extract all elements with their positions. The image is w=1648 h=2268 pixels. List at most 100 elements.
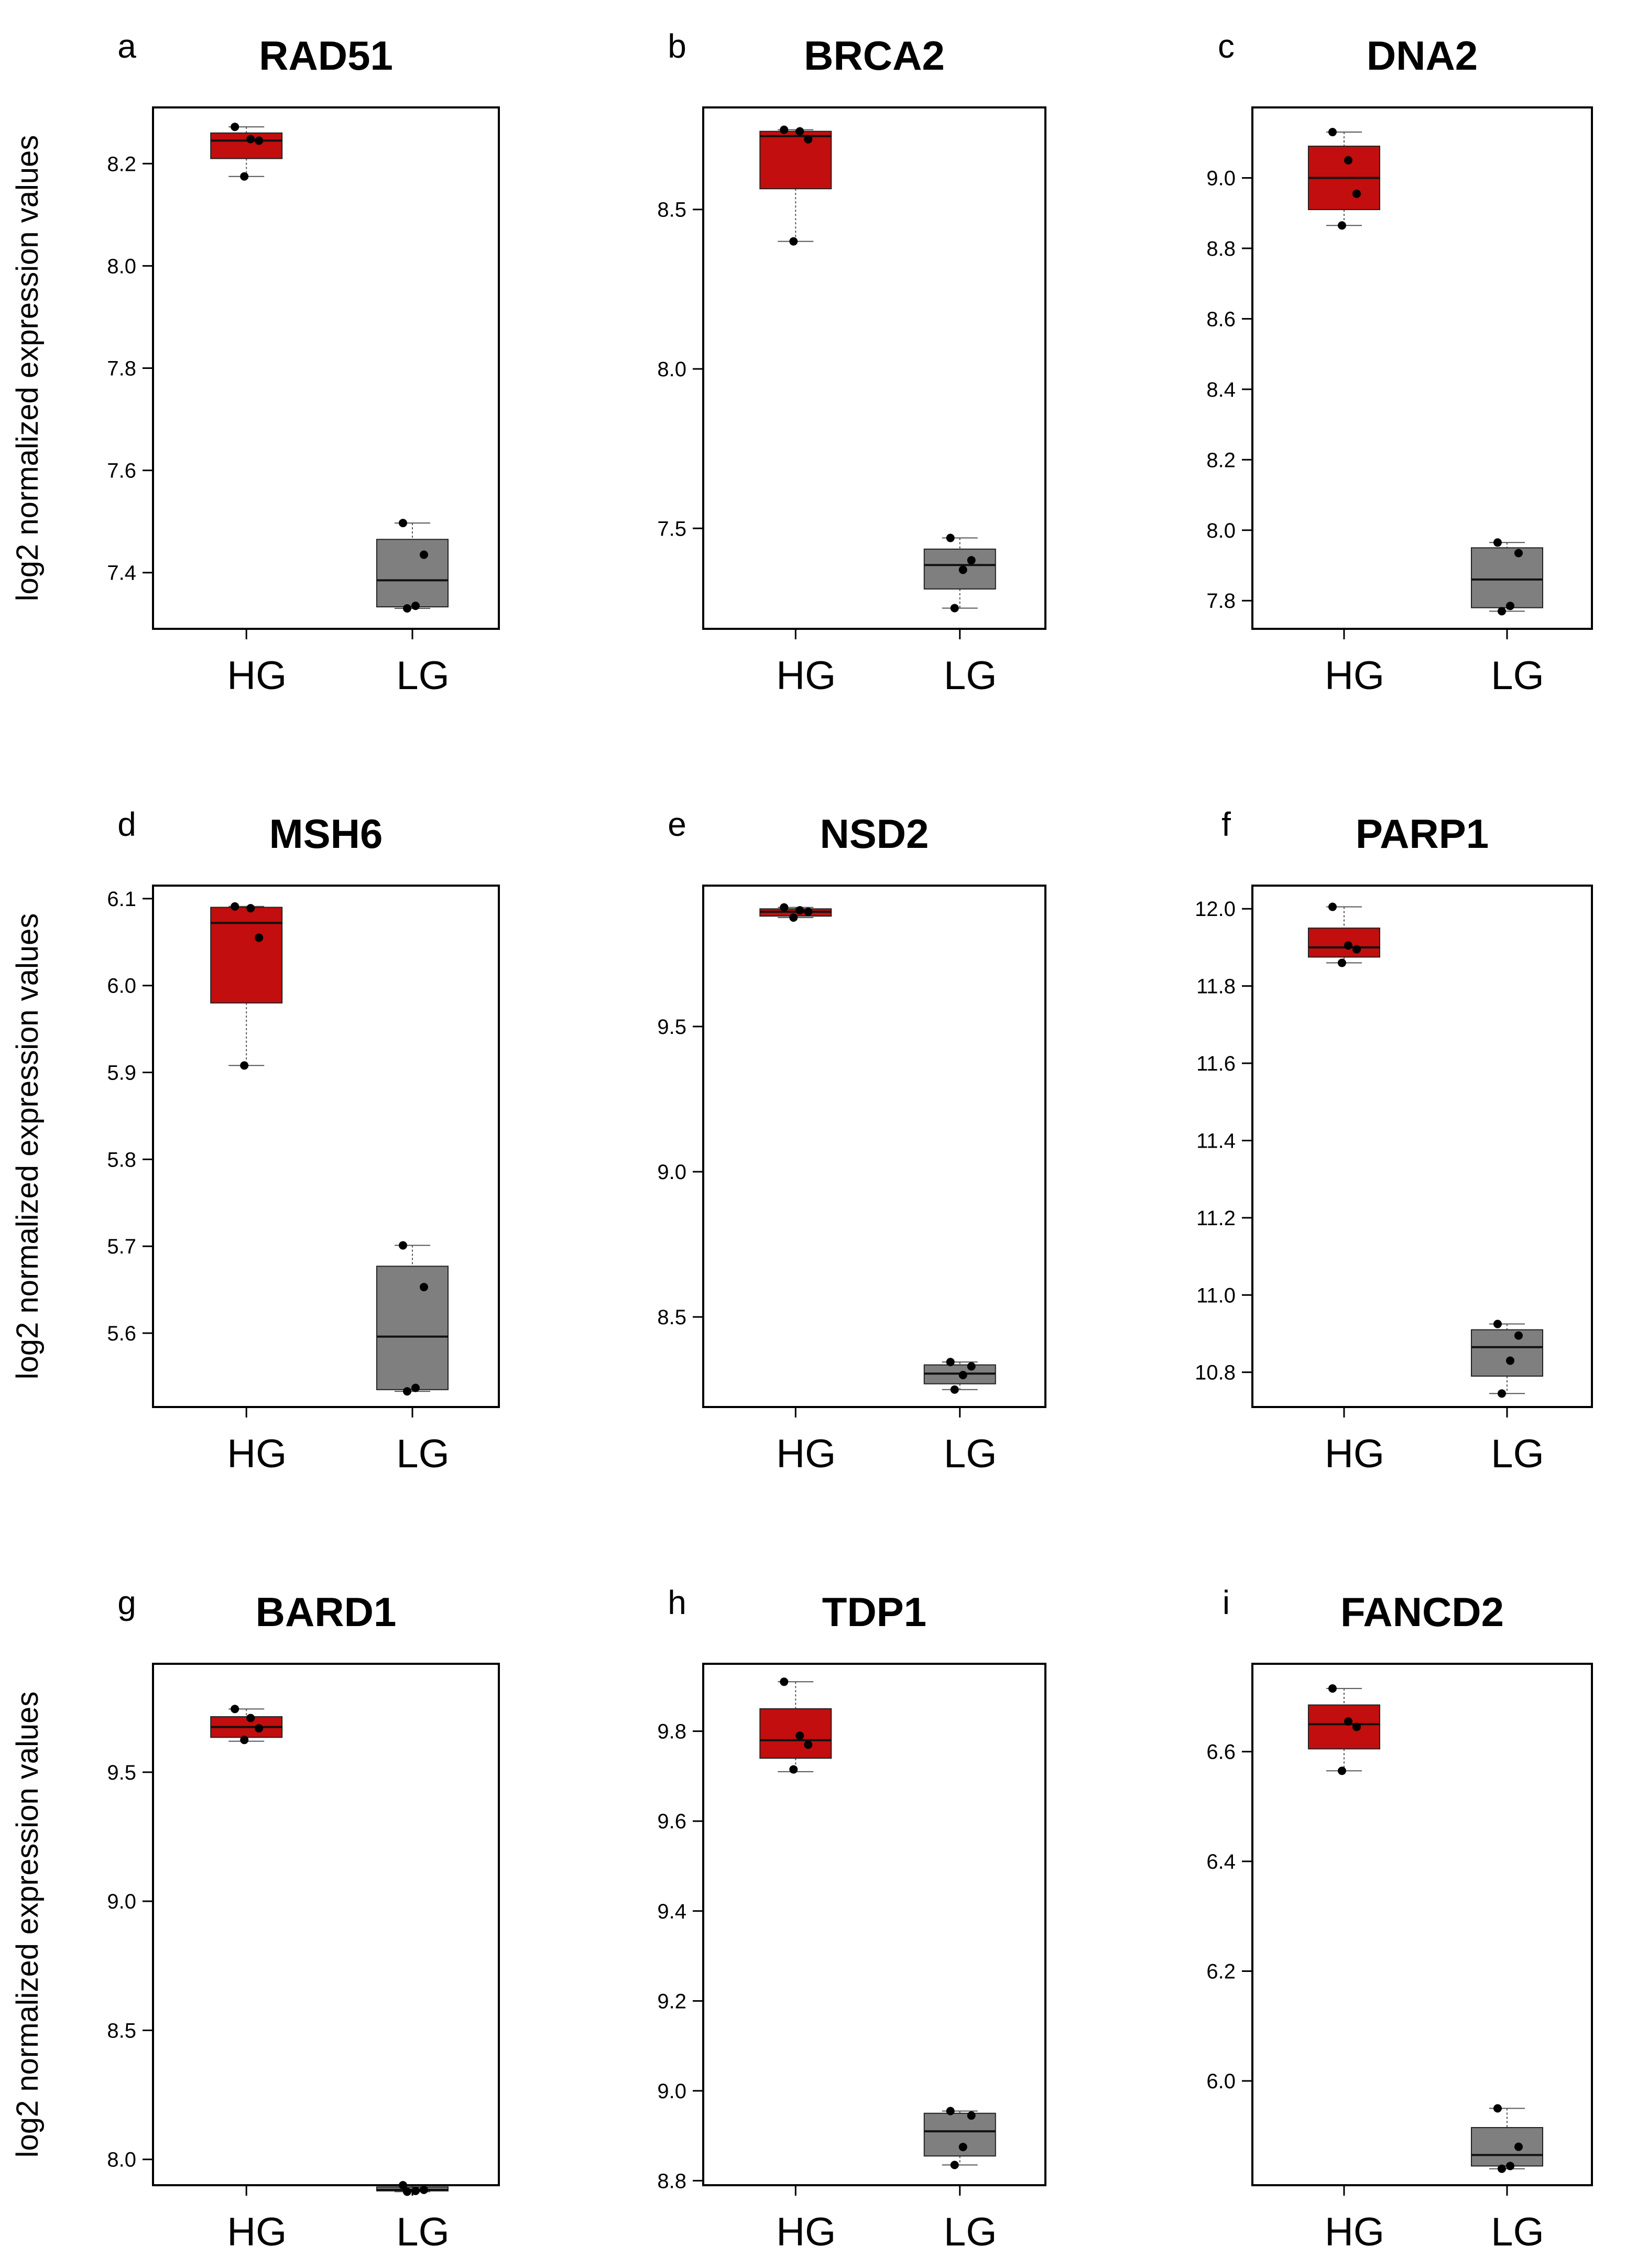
plot-frame — [152, 106, 500, 630]
x-tick-label-lg: LG — [396, 653, 449, 698]
x-tick-label-lg: LG — [944, 2210, 997, 2254]
data-point — [1514, 1331, 1523, 1340]
x-tick-label-hg: HG — [227, 653, 287, 698]
y-tick-label: 9.0 — [1206, 167, 1236, 190]
data-point — [255, 1724, 264, 1733]
data-point — [1337, 221, 1346, 230]
y-tick-label: 8.0 — [657, 358, 686, 381]
data-point — [780, 903, 789, 912]
plot-frame — [702, 885, 1046, 1408]
y-tick-label: 12.0 — [1195, 898, 1236, 921]
panel-title: TDP1 — [822, 1589, 926, 1635]
box-hg — [210, 907, 283, 1004]
panel-letter: h — [668, 1584, 686, 1621]
data-point — [1352, 945, 1361, 954]
panel-title: PARP1 — [1356, 811, 1489, 857]
y-tick-label: 8.5 — [657, 199, 686, 222]
x-tick-label-hg: HG — [1325, 2210, 1384, 2254]
y-tick-label: 8.8 — [657, 2169, 686, 2193]
panel-letter: c — [1218, 27, 1235, 65]
data-point — [789, 237, 798, 246]
data-point — [231, 1705, 239, 1714]
box-lg — [1471, 547, 1543, 608]
panel-title: BRCA2 — [804, 32, 945, 79]
x-tick-label-lg: LG — [1491, 653, 1544, 698]
data-point — [1514, 549, 1523, 558]
y-tick-label: 5.6 — [107, 1322, 136, 1345]
panel-letter: i — [1223, 1584, 1230, 1621]
panel-title: RAD51 — [259, 32, 393, 79]
data-point — [255, 933, 264, 942]
data-point — [1328, 902, 1337, 911]
x-tick-label-hg: HG — [1325, 1432, 1384, 1476]
data-point — [958, 1371, 967, 1380]
data-point — [780, 1677, 789, 1686]
data-point — [795, 906, 804, 915]
y-tick-label: 8.5 — [657, 1306, 686, 1329]
y-tick-label: 11.4 — [1196, 1129, 1236, 1152]
panel-letter: d — [117, 805, 136, 843]
panel-e: e NSD2 8.5 9.0 9.5 HG LG — [657, 805, 1046, 1476]
panel-title: BARD1 — [256, 1589, 397, 1635]
y-tick-label: 8.5 — [107, 2019, 136, 2042]
box-lg — [1471, 2127, 1543, 2167]
plot-frame — [702, 1663, 1046, 2186]
data-point — [1344, 941, 1352, 950]
x-tick-label-hg: HG — [1325, 653, 1384, 698]
y-axis-label: log2 normalized expression values — [10, 135, 45, 602]
data-point — [946, 2107, 955, 2116]
panel-letter: g — [117, 1584, 136, 1621]
data-point — [1328, 128, 1337, 137]
panel-b: b BRCA2 7.5 8.0 8.5 HG LG — [657, 27, 1046, 698]
data-point — [780, 125, 789, 134]
y-tick-label: 11.6 — [1196, 1052, 1236, 1075]
y-tick-label: 6.2 — [1206, 1960, 1236, 1983]
data-point — [950, 604, 959, 613]
data-point — [1493, 2104, 1502, 2113]
data-point — [411, 2186, 420, 2195]
y-tick-label: 9.5 — [107, 1761, 136, 1784]
data-point — [789, 1765, 798, 1774]
panel-c: c DNA2 7.8 8.0 8.2 8.4 8.6 8.8 9.0 HG LG — [1206, 27, 1593, 698]
data-point — [1506, 1356, 1514, 1365]
panel-h: h TDP1 8.8 9.0 9.2 9.4 9.6 9.8 HG LG — [657, 1584, 1046, 2254]
data-point — [255, 136, 264, 145]
data-point — [958, 2143, 967, 2152]
y-tick-label: 6.1 — [107, 888, 136, 911]
data-point — [246, 1714, 255, 1722]
box-lg — [376, 1266, 449, 1390]
panel-letter: b — [668, 27, 686, 65]
data-point — [789, 913, 798, 922]
data-point — [1352, 189, 1361, 198]
data-point — [240, 1061, 249, 1070]
data-point — [1506, 2162, 1514, 2171]
y-axis-label: log2 normalized expression values — [10, 1692, 45, 2158]
data-point — [946, 533, 955, 542]
data-point — [1352, 1722, 1361, 1731]
data-point — [950, 2161, 959, 2169]
data-point — [1498, 1389, 1506, 1398]
data-point — [246, 904, 255, 913]
y-tick-label: 11.0 — [1196, 1284, 1236, 1307]
plot-frame — [1251, 1663, 1593, 2186]
y-tick-label: 8.0 — [107, 2149, 136, 2172]
panel-letter: f — [1221, 805, 1231, 843]
panel-title: MSH6 — [269, 811, 383, 857]
data-point — [1344, 156, 1352, 165]
data-point — [246, 135, 255, 144]
data-point — [240, 172, 249, 181]
y-tick-label: 6.6 — [1206, 1741, 1236, 1764]
data-point — [804, 1740, 813, 1749]
data-point — [399, 519, 407, 528]
y-tick-label: 9.0 — [657, 1161, 686, 1184]
data-point — [420, 1283, 428, 1292]
data-point — [231, 123, 239, 132]
x-tick-label-hg: HG — [776, 653, 836, 698]
data-point — [1493, 538, 1502, 547]
y-tick-label: 8.8 — [1206, 237, 1236, 260]
y-tick-label: 9.8 — [657, 1720, 686, 1743]
y-tick-label: 8.4 — [1206, 378, 1236, 401]
y-tick-label: 9.4 — [657, 1900, 686, 1923]
panel-title: DNA2 — [1367, 32, 1478, 79]
box-hg — [759, 130, 832, 190]
